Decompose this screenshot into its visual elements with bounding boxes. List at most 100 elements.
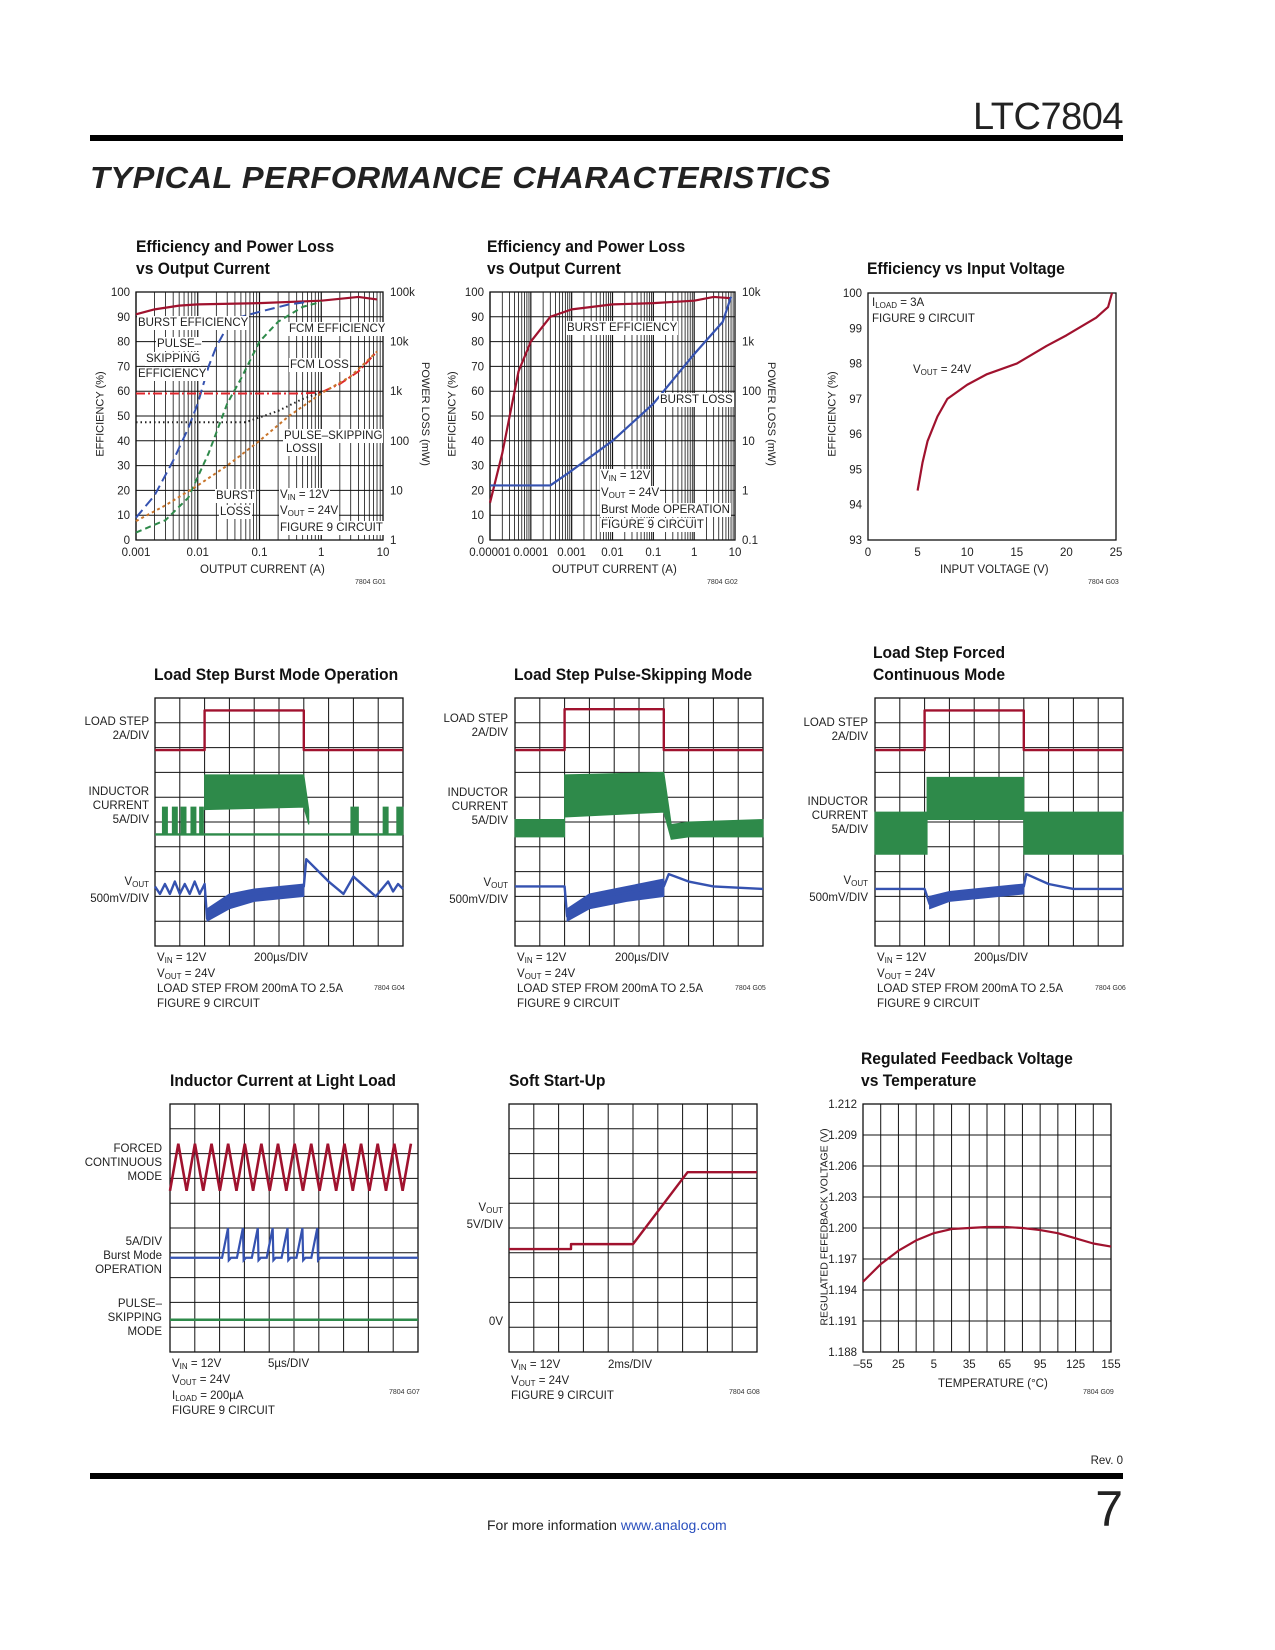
g04-timebase: 200µs/DIV xyxy=(254,952,308,964)
y-tick-label: 100 xyxy=(465,287,484,299)
y2-tick-label: 10k xyxy=(390,337,409,349)
g03-code: 7804 G03 xyxy=(1088,579,1119,586)
g01-ylabel: EFFICIENCY (%) xyxy=(94,371,107,457)
y2-tick-label: 1k xyxy=(742,337,754,349)
y-tick-label: 95 xyxy=(849,464,862,476)
y-tick-label: 93 xyxy=(849,535,862,547)
g07-note-vout: VOUT = 24V xyxy=(172,1374,231,1387)
trace-load-step xyxy=(515,707,763,752)
y-tick-label: 0 xyxy=(478,535,484,547)
trace-vout xyxy=(515,872,764,918)
g05-label-load: LOAD STEP 2A/DIV xyxy=(443,713,508,739)
g09-title: Regulated Feedback Voltage vs Temperature xyxy=(861,1048,1073,1092)
scope-frame xyxy=(508,1103,758,1353)
series-burst-efficiency xyxy=(135,295,378,316)
y-tick-label: 1.209 xyxy=(828,1130,857,1142)
website-link[interactable]: www.analog.com xyxy=(620,1517,727,1533)
g01-title: Efficiency and Power Loss vs Output Curre… xyxy=(136,236,334,280)
g08-code: 7804 G08 xyxy=(729,1389,760,1396)
x-tick-label: 0.00001 xyxy=(469,547,511,559)
g06-title: Load Step Forced Continuous Mode xyxy=(873,642,1005,686)
plot-frame xyxy=(867,292,1117,541)
g01-ann-fcm-loss: FCM LOSS xyxy=(289,358,350,372)
g09-title-line2: vs Temperature xyxy=(861,1071,977,1090)
y-tick-label: 98 xyxy=(849,359,862,371)
x-tick-label: 0.01 xyxy=(601,547,623,559)
g05-note-loadstep: LOAD STEP FROM 200mA TO 2.5A xyxy=(517,983,703,995)
g01-ann-bl1: BURST xyxy=(215,489,256,503)
g08-title: Soft Start-Up xyxy=(509,1071,606,1090)
trace-inductor-current xyxy=(199,806,204,835)
y-tick-label: 1.194 xyxy=(828,1285,857,1297)
g07-label-forced: FORCED CONTINUOUS MODE xyxy=(84,1143,162,1183)
y-tick-label: 90 xyxy=(471,312,484,324)
y-tick-label: 20 xyxy=(117,485,130,497)
g06-note-fig: FIGURE 9 CIRCUIT xyxy=(877,998,980,1010)
g01-chart: 0.001 0.01 0.1 1 100102030405060708090100110… xyxy=(111,287,415,559)
g01-title-line2: vs Output Current xyxy=(136,259,270,278)
g09-xlabel: TEMPERATURE (°C) xyxy=(938,1378,1048,1390)
g04-label-vout: VOUT 500mV/DIV xyxy=(90,876,149,905)
section-title: TYPICAL PERFORMANCE CHARACTERISTICS xyxy=(90,160,832,195)
g05-title: Load Step Pulse-Skipping Mode xyxy=(514,665,753,684)
g04-note-vin: VIN = 12V xyxy=(157,952,207,965)
trace-inductor-current xyxy=(190,806,197,835)
g01-ann-fig: FIGURE 9 CIRCUIT xyxy=(279,521,384,535)
g01-ann-burst-eff: BURST EFFICIENCY xyxy=(137,316,250,330)
y-tick-label: 60 xyxy=(117,386,130,398)
g02-title-line2: vs Output Current xyxy=(487,259,621,278)
revision: Rev. 0 xyxy=(1090,1455,1123,1467)
trace-vout xyxy=(509,1170,757,1251)
trace-load-step xyxy=(155,709,403,752)
g05-note-vin: VIN = 12V xyxy=(517,952,567,965)
g04-note-fig: FIGURE 9 CIRCUIT xyxy=(157,998,260,1010)
x-tick-label: 1 xyxy=(691,547,697,559)
x-tick-label: 25 xyxy=(892,1359,905,1371)
x-tick-label: 0.1 xyxy=(252,547,268,559)
g04-label-load: LOAD STEP 2A/DIV xyxy=(84,716,149,742)
y-tick-label: 60 xyxy=(471,386,484,398)
y-tick-label: 10 xyxy=(471,510,484,522)
series-pulse-skipping-loss xyxy=(136,391,322,424)
series-burst-loss xyxy=(490,296,733,487)
x-tick-label: 1 xyxy=(318,547,324,559)
g08-note-vin: VIN = 12V xyxy=(511,1359,561,1372)
x-tick-label: 10 xyxy=(961,547,974,559)
y-tick-label: 40 xyxy=(471,436,484,448)
g07-note-fig: FIGURE 9 CIRCUIT xyxy=(172,1405,275,1417)
g09-ylabel: REGULATED FEFEDBACK VOLTAGE (V) xyxy=(818,1128,831,1326)
x-tick-label: 95 xyxy=(1034,1359,1047,1371)
g07-code: 7804 G07 xyxy=(389,1389,420,1396)
y2-tick-label: 1k xyxy=(390,386,402,398)
g07-note-iload: ILOAD = 200µA xyxy=(172,1390,244,1403)
g02-xlabel: OUTPUT CURRENT (A) xyxy=(552,564,677,576)
g07-chart xyxy=(168,1103,419,1353)
y-tick-label: 1.188 xyxy=(828,1347,857,1359)
y-tick-label: 30 xyxy=(471,461,484,473)
g06-note-loadstep: LOAD STEP FROM 200mA TO 2.5A xyxy=(877,983,1063,995)
trace-vout xyxy=(875,872,1123,906)
series-pulse-skipping-efficiency xyxy=(135,300,308,519)
y2-tick-label: 10k xyxy=(742,287,761,299)
g05-chart xyxy=(514,697,764,947)
g06-note-vout: VOUT = 24V xyxy=(877,968,936,981)
g06-title-line1: Load Step Forced xyxy=(873,643,1006,662)
g02-ann-vin: VIN = 12V xyxy=(600,469,652,486)
trace-inductor-current xyxy=(180,806,187,835)
trace-vout xyxy=(154,858,404,920)
x-tick-label: 25 xyxy=(1110,547,1123,559)
g02-ann-fig: FIGURE 9 CIRCUIT xyxy=(600,518,705,532)
y2-tick-label: 100k xyxy=(390,287,415,299)
y-tick-label: 1.200 xyxy=(828,1223,857,1235)
g03-ann-vout: VOUT = 24V xyxy=(912,363,973,380)
trace-burst-mode xyxy=(170,1227,418,1264)
y-tick-label: 90 xyxy=(117,312,130,324)
g01-xlabel: OUTPUT CURRENT (A) xyxy=(200,564,325,576)
y-tick-label: 97 xyxy=(849,394,862,406)
g03-title: Efficiency vs Input Voltage xyxy=(867,259,1065,278)
x-tick-label: 0.001 xyxy=(557,547,586,559)
y-tick-label: 70 xyxy=(117,361,130,373)
g06-title-line2: Continuous Mode xyxy=(873,665,1006,684)
g05-code: 7804 G05 xyxy=(735,985,766,992)
